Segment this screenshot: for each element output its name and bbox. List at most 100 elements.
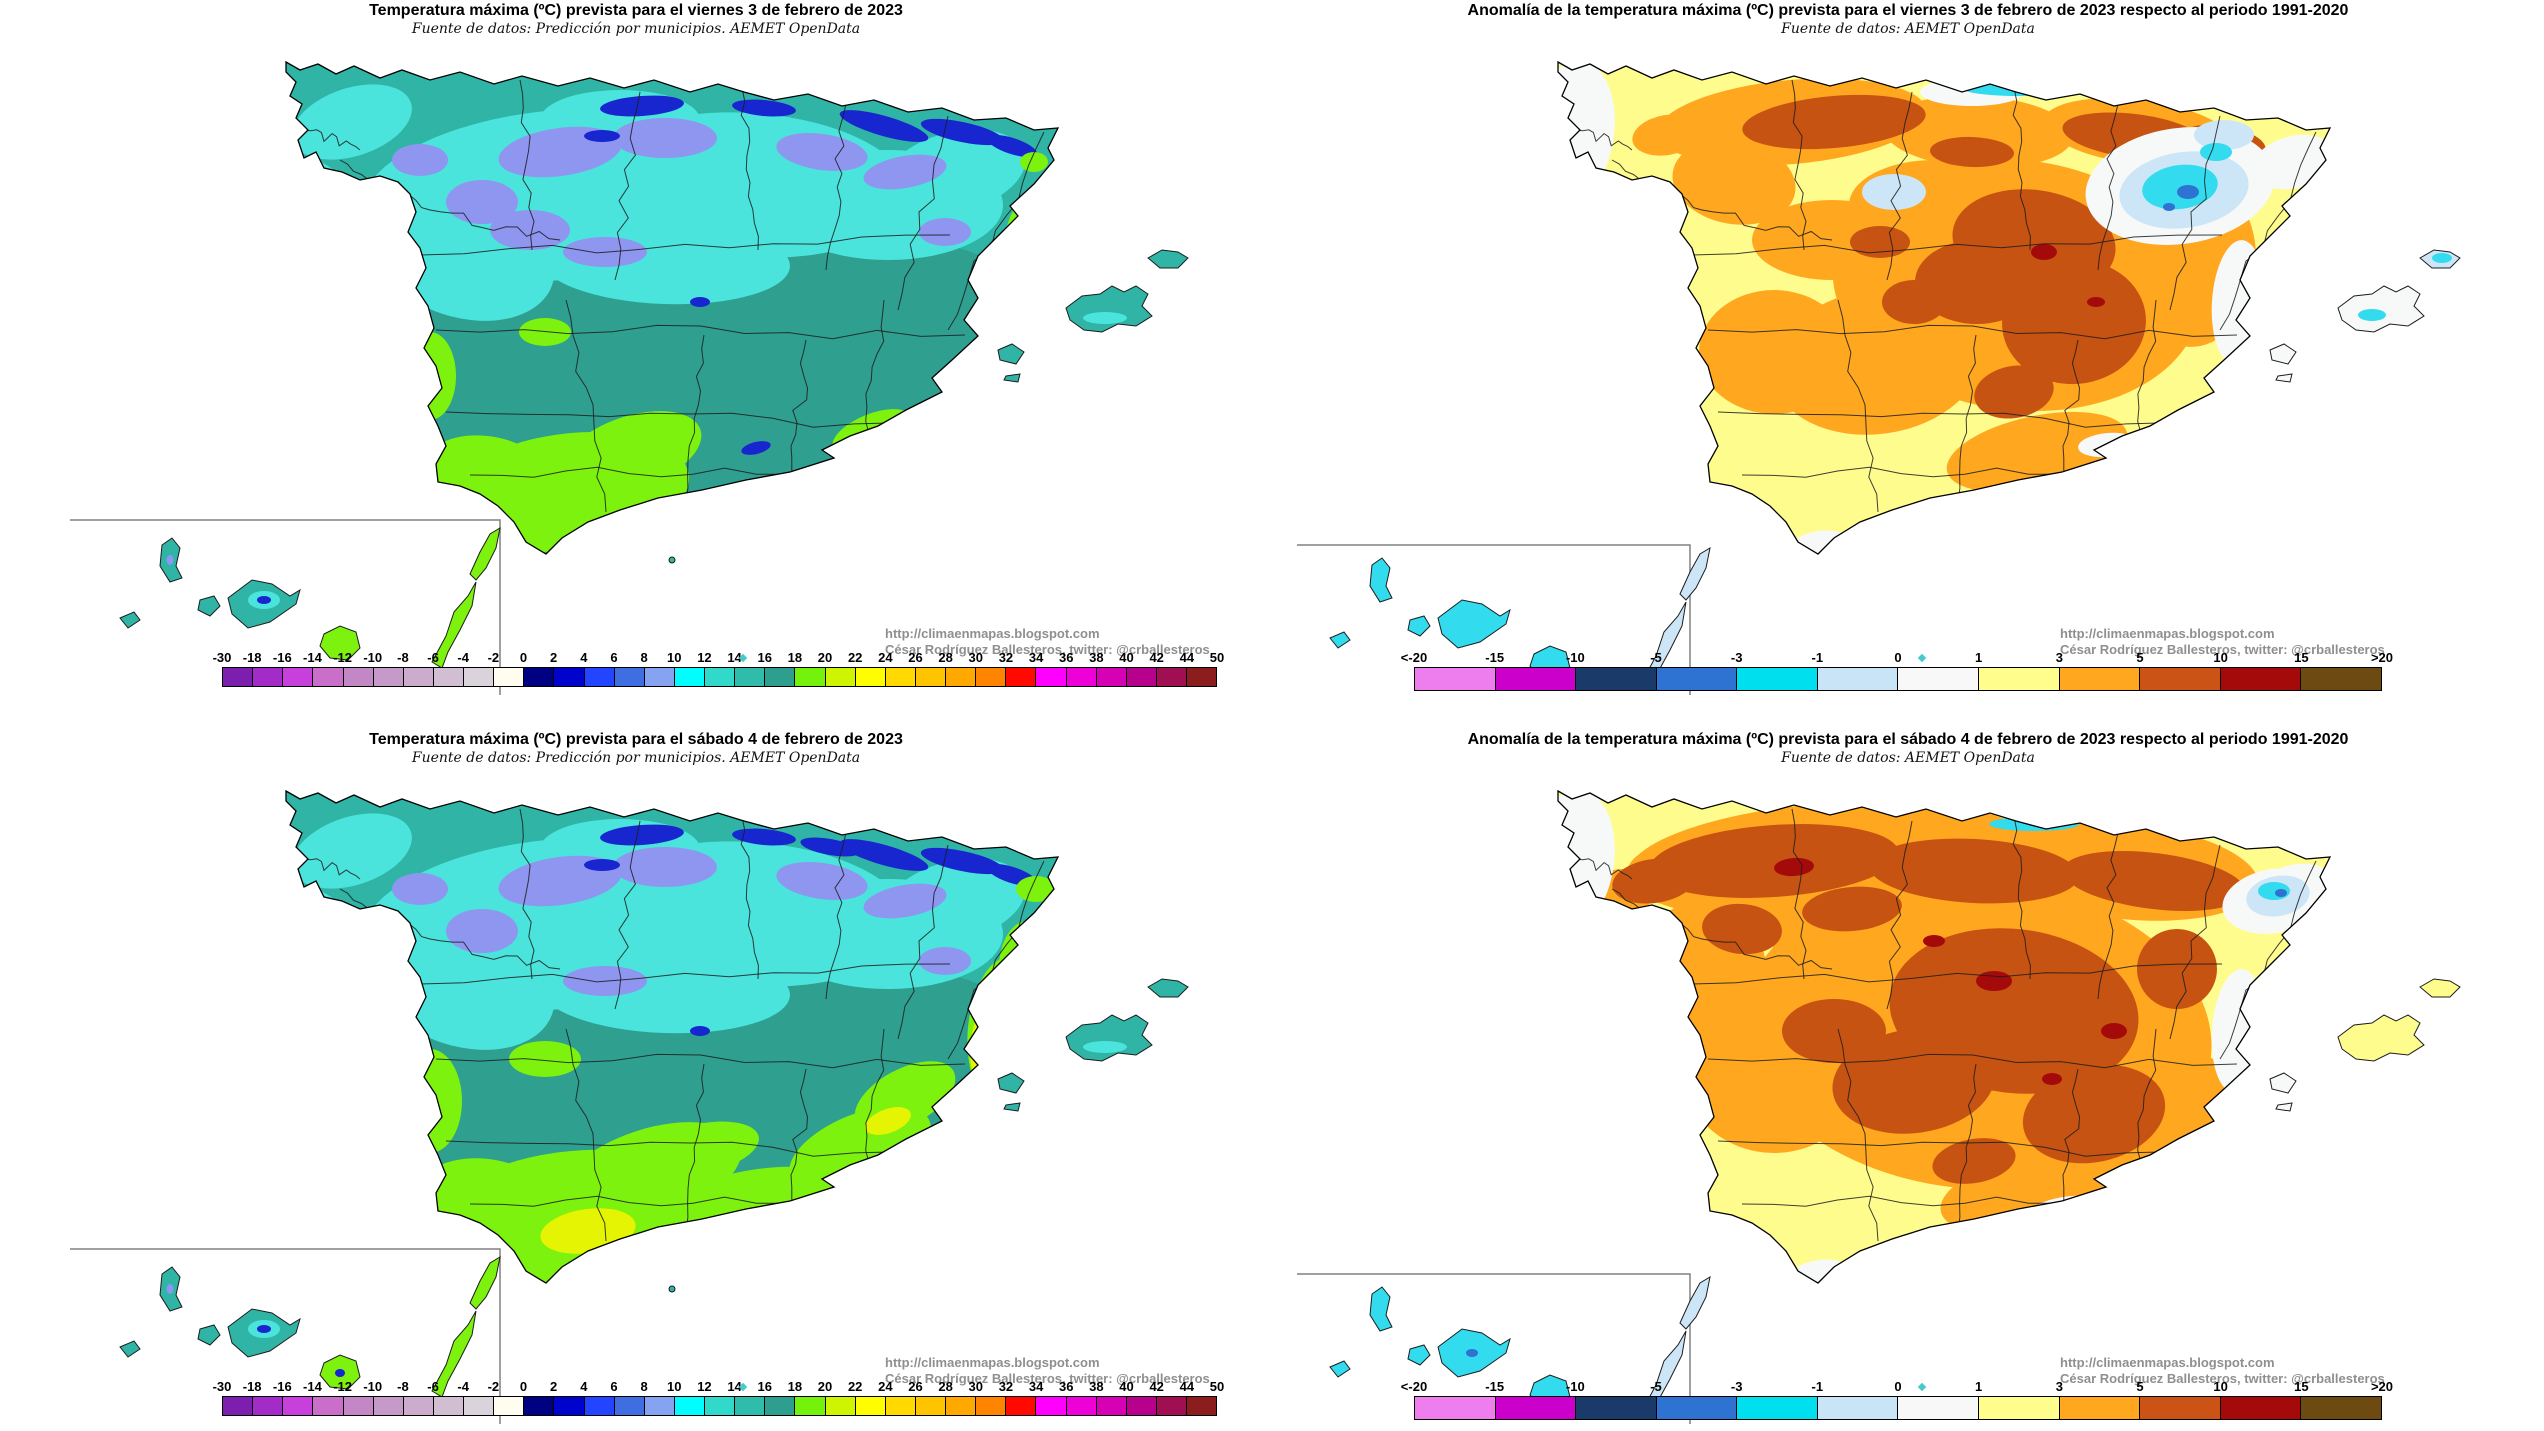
legend-color-cell — [764, 1397, 795, 1415]
legend-tick-label: -30 — [212, 650, 232, 665]
legend-tick-label: 0 — [519, 1379, 528, 1394]
legend-tick-label: 1 — [1975, 650, 1983, 665]
legend-color-cell — [1125, 668, 1156, 686]
legend-color-cell — [282, 668, 313, 686]
map-subtitle: Fuente de datos: AEMET OpenData — [1781, 21, 2035, 37]
legend-color-cell — [1005, 1397, 1036, 1415]
legend-color-cell — [673, 1397, 704, 1415]
map-title: Temperatura máxima (ºC) prevista para el… — [369, 2, 903, 19]
legend-color-cell — [2219, 1397, 2301, 1419]
legend-tick-label: 12 — [697, 1379, 712, 1394]
legend-tick-label: <-20 — [1400, 650, 1428, 665]
legend-tick-label: 36 — [1059, 650, 1074, 665]
legend-color-cell — [854, 1397, 885, 1415]
legend-tick-label: -10 — [363, 650, 383, 665]
legend-tick-label: 15 — [2294, 1379, 2309, 1394]
legend-tick-label: 4 — [580, 650, 588, 665]
legend-color-cell — [523, 1397, 554, 1415]
legend-color-cell — [884, 1397, 915, 1415]
legend-tick-label: -4 — [457, 650, 469, 665]
legend-color-cell — [282, 1397, 313, 1415]
legend-tick-label: 18 — [787, 650, 803, 665]
legend-tick-label: 28 — [938, 1379, 953, 1394]
legend-tick-label: -1 — [1811, 650, 1824, 665]
legend-color-cell — [1186, 668, 1217, 686]
legend-tick-label: 34 — [1028, 1379, 1044, 1394]
legend-color-cell — [1415, 1397, 1495, 1419]
legend-tick-label: 42 — [1149, 1379, 1164, 1394]
legend-tick-label: -6 — [427, 1379, 439, 1394]
legend-color-cell — [402, 668, 433, 686]
legend-tick-label: 40 — [1119, 1379, 1134, 1394]
legend-color-cell — [1655, 1397, 1737, 1419]
legend-color-cell — [1035, 1397, 1066, 1415]
legend-color-cell — [372, 668, 403, 686]
legend-color-cell — [1897, 1397, 1979, 1419]
legend-color-cell — [734, 668, 765, 686]
legend-color-cell — [1575, 1397, 1656, 1419]
legend-color-bar — [1414, 667, 2382, 691]
legend-tick-label: -16 — [272, 650, 292, 665]
legend-tick-label: 6 — [610, 1379, 618, 1394]
anomaly-color-scale: <-20 -15 -10 -5 -3 -1 0 1 3 5 10 15 >20 — [1401, 1379, 2393, 1420]
legend-color-cell — [402, 1397, 433, 1415]
legend-tick-label: 34 — [1028, 650, 1044, 665]
legend-color-cell — [432, 1397, 463, 1415]
legend-color-cell — [2139, 1397, 2220, 1419]
attribution: http://climaenmapas.blogspot.com César R… — [2060, 1355, 2385, 1387]
legend-tick-label: -2 — [487, 1379, 500, 1394]
legend-tick-label: -12 — [333, 650, 352, 665]
legend-tick-label: -8 — [397, 1379, 409, 1394]
legend-tick-label: 26 — [908, 1379, 923, 1394]
legend-tick-label: -15 — [1485, 650, 1505, 665]
legend-tick-label: 3 — [2055, 650, 2063, 665]
legend-tick-label: 40 — [1119, 650, 1134, 665]
legend-color-cell — [1897, 668, 1979, 690]
legend-color-cell — [794, 1397, 825, 1415]
legend-color-cell — [975, 668, 1006, 686]
temperature-color-scale: -30 -18 -16 -14 -12 -10 -8 -6 -4 -2 0 2 4 6 8 10 12 14 16 1… — [213, 1379, 1224, 1416]
legend-tick-label: 1 — [1975, 1379, 1983, 1394]
legend-color-cell — [2300, 1397, 2381, 1419]
legend-tick-label: 2 — [550, 1379, 558, 1394]
legend-tick-label: -30 — [212, 1379, 232, 1394]
legend-tick-label: 26 — [908, 650, 923, 665]
legend-color-cell — [553, 1397, 584, 1415]
legend-color-cell — [734, 1397, 765, 1415]
legend-color-cell — [1736, 1397, 1817, 1419]
legend-tick-label: 50 — [1209, 650, 1225, 665]
legend-color-cell — [223, 1397, 253, 1415]
legend-tick-label: 18 — [787, 1379, 803, 1394]
map-title: Temperatura máxima (ºC) prevista para el… — [369, 731, 903, 748]
legend-tick-label: 0 — [519, 650, 528, 665]
spain-anomaly-map — [1272, 0, 2544, 695]
legend-tick-label: 3 — [2055, 1379, 2063, 1394]
map-title: Anomalía de la temperatura máxima (ºC) p… — [1467, 2, 2349, 19]
legend-tick-label: 12 — [697, 650, 712, 665]
legend-color-cell — [673, 668, 704, 686]
legend-tick-label: 10 — [667, 1379, 682, 1394]
map-title: Anomalía de la temperatura máxima (ºC) p… — [1467, 731, 2349, 748]
legend-tick-label: 14 — [727, 650, 742, 665]
legend-color-cell — [704, 668, 735, 686]
legend-color-cell — [1736, 668, 1817, 690]
legend-tick-label: -1 — [1811, 1379, 1824, 1394]
legend-tick-labels: <-20 -15 -10 -5 -3 -1 0 1 3 5 10 15 >20 — [1401, 650, 2393, 667]
legend-color-bar — [222, 667, 1217, 687]
legend-tick-label: 22 — [847, 1379, 863, 1394]
legend-tick-label: 8 — [640, 650, 648, 665]
spain-temperature-map — [0, 0, 1272, 695]
legend-color-cell — [432, 668, 463, 686]
credit-url: http://climaenmapas.blogspot.com — [885, 1355, 1100, 1370]
panel-temp-friday: Temperatura máxima (ºC) prevista para el… — [0, 0, 1272, 729]
legend-tick-label: 6 — [610, 650, 618, 665]
legend-color-cell — [463, 668, 494, 686]
legend-tick-label: -10 — [363, 1379, 383, 1394]
legend-tick-label: 16 — [757, 650, 772, 665]
legend-color-cell — [1035, 668, 1066, 686]
legend-color-cell — [794, 668, 825, 686]
legend-tick-labels: -30 -18 -16 -14 -12 -10 -8 -6 -4 -2 0 2 4 6 8 10 12 14 16 1… — [213, 650, 1225, 667]
legend-tick-label: >20 — [2370, 650, 2394, 665]
legend-color-cell — [764, 668, 795, 686]
